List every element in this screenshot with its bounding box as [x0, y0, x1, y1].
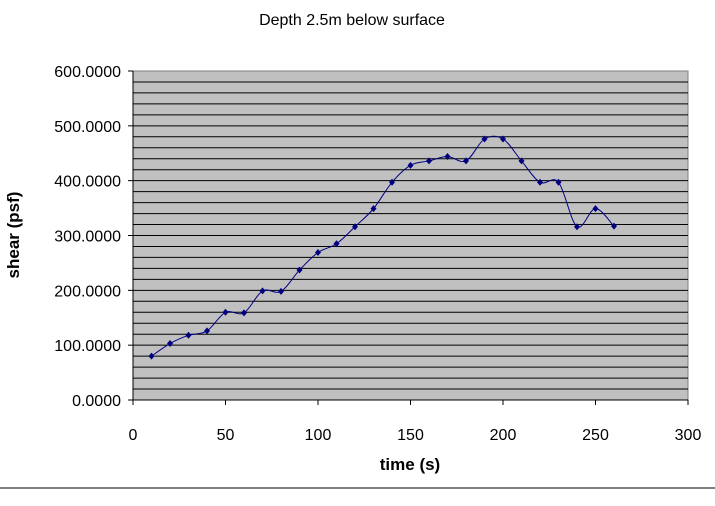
x-tick-label: 50: [217, 427, 235, 444]
y-tick-label: 0.0000: [72, 393, 121, 410]
x-tick-label: 250: [582, 427, 609, 444]
y-axis-label: shear (psf): [4, 192, 23, 279]
data-point: [518, 157, 525, 165]
data-point: [315, 248, 321, 256]
x-tick-label: 100: [305, 427, 332, 444]
data-point: [148, 352, 155, 360]
chart-title: Depth 2.5m below surface: [259, 12, 445, 29]
y-tick-label: 100.0000: [54, 338, 121, 355]
data-point: [333, 240, 340, 248]
y-tick-label: 400.0000: [54, 174, 121, 191]
data-points: [148, 135, 617, 360]
x-tick-label: 300: [675, 427, 702, 444]
data-point: [167, 340, 173, 348]
data-point: [185, 331, 192, 339]
data-point: [537, 178, 543, 186]
x-tick-label: 200: [490, 427, 517, 444]
y-axis-ticks: 0.0000 100.0000 200.0000 300.0000 400.0000 50…: [54, 64, 133, 410]
data-point: [444, 153, 451, 161]
data-point: [204, 327, 210, 335]
data-point: [278, 287, 284, 295]
data-point: [241, 309, 247, 317]
x-tick-label: 150: [397, 427, 424, 444]
data-point: [555, 178, 562, 186]
data-point: [574, 223, 580, 231]
data-point: [259, 287, 266, 295]
y-tick-label: 600.0000: [54, 64, 121, 81]
y-tick-label: 500.0000: [54, 119, 121, 136]
data-point: [481, 135, 488, 143]
data-point: [426, 157, 432, 165]
data-point: [500, 135, 506, 143]
data-point: [389, 178, 395, 186]
data-point: [352, 223, 358, 231]
x-axis-ticks: 0 50 100 150 200 250 300: [129, 400, 702, 444]
data-point: [407, 161, 414, 169]
data-point: [592, 205, 599, 213]
data-point: [611, 222, 617, 230]
data-point: [370, 205, 377, 213]
y-tick-label: 200.0000: [54, 283, 121, 300]
x-tick-label: 0: [129, 427, 138, 444]
grid-lines: [132, 71, 688, 401]
data-point: [463, 157, 469, 165]
data-point: [222, 308, 229, 316]
x-axis-label: time (s): [380, 455, 440, 474]
data-point: [296, 266, 303, 274]
y-tick-label: 300.0000: [54, 229, 121, 246]
